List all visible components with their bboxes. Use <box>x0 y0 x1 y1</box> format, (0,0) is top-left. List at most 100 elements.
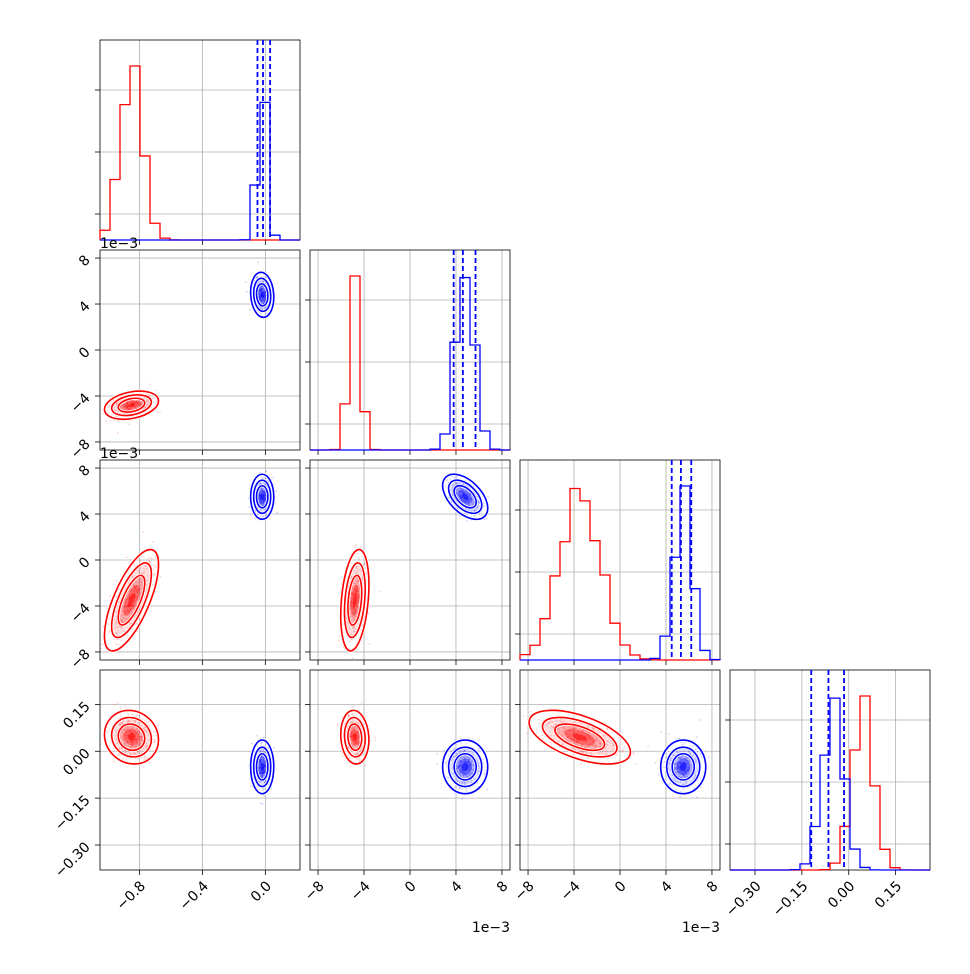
scatter-point <box>152 741 155 744</box>
scatter-point <box>436 752 439 755</box>
scatter-point <box>260 300 263 303</box>
scatter-point <box>124 617 126 620</box>
contour-line <box>103 390 160 421</box>
scatter-point <box>126 406 129 408</box>
scatter-point <box>130 401 132 404</box>
panel-2-2 <box>515 459 721 665</box>
scatter-point <box>486 788 488 791</box>
scatter-point <box>117 630 120 632</box>
scatter-point <box>128 595 131 598</box>
scatter-point <box>124 620 127 622</box>
x-offset-label: 1e−3 <box>472 920 510 936</box>
scatter-point <box>120 407 123 410</box>
scatter-point <box>146 579 149 582</box>
scatter-point <box>355 544 357 546</box>
scatter-point <box>352 705 355 708</box>
scatter-point <box>126 408 129 411</box>
scatter-point <box>116 632 118 634</box>
scatter-point <box>135 603 137 606</box>
scatter-point <box>262 280 265 283</box>
scatter-point <box>132 604 135 606</box>
scatter-point <box>136 595 139 598</box>
scatter-point <box>117 643 120 646</box>
scatter-point <box>348 640 351 643</box>
scatter-point <box>133 590 135 593</box>
scatter-point <box>262 287 265 289</box>
scatter-point <box>139 716 142 718</box>
scatter-point <box>127 598 130 601</box>
scatter-point <box>263 297 266 300</box>
scatter-point <box>133 401 136 404</box>
scatter-point <box>249 309 251 312</box>
x-tick-label: 0 <box>612 878 630 896</box>
scatter-point <box>147 574 149 577</box>
scatter-point <box>134 601 136 604</box>
scatter-point <box>263 295 266 297</box>
scatter-point <box>133 584 135 586</box>
scatter-point <box>122 406 125 409</box>
scatter-point <box>121 404 124 407</box>
scatter-point <box>667 733 670 736</box>
scatter-point <box>134 586 137 588</box>
scatter-point <box>145 588 148 590</box>
scatter-point <box>154 389 157 392</box>
scatter-point <box>136 402 139 405</box>
scatter-point <box>139 401 142 404</box>
scatter-point <box>259 296 261 299</box>
scatter-point <box>124 406 127 409</box>
panel-frame <box>99 249 301 451</box>
scatter-point <box>148 761 150 764</box>
x-tick-label: 0.00 <box>825 878 858 911</box>
contour-line <box>252 277 272 313</box>
scatter-point <box>108 405 111 407</box>
scatter-point <box>260 300 263 302</box>
scatter-point <box>149 556 152 559</box>
scatter-point <box>127 409 129 411</box>
scatter-point <box>115 403 118 405</box>
scatter-point <box>123 606 126 608</box>
scatter-point <box>125 407 128 410</box>
scatter-point <box>125 405 128 408</box>
scatter-point <box>262 302 264 305</box>
scatter-point <box>109 595 112 598</box>
scatter-point <box>261 286 264 289</box>
scatter-point <box>259 289 261 292</box>
scatter-point <box>154 566 157 569</box>
scatter-point <box>114 624 117 626</box>
scatter-point <box>256 735 258 737</box>
scatter-point <box>124 705 127 708</box>
scatter-point <box>129 592 131 595</box>
scatter-point <box>123 404 126 406</box>
scatter-point <box>124 600 127 603</box>
scatter-point <box>124 612 126 615</box>
panel-frame <box>99 459 301 661</box>
scatter-point <box>541 734 543 737</box>
y-offset-label: 1e−3 <box>100 236 138 252</box>
scatter-point <box>136 591 139 594</box>
scatter-point <box>447 754 450 757</box>
scatter-point <box>356 552 359 555</box>
scatter-point <box>117 420 120 423</box>
scatter-point <box>128 596 131 599</box>
panel-3-1 <box>305 669 511 875</box>
scatter-point <box>660 731 663 733</box>
y-tick-label: 0 <box>76 554 94 572</box>
scatter-point <box>349 765 352 768</box>
y-tick-label: −4 <box>68 390 94 416</box>
contour-line <box>110 394 153 417</box>
scatter-point <box>487 496 489 498</box>
scatter-point <box>152 730 155 733</box>
scatter-point <box>676 737 679 740</box>
scatter-point <box>122 617 124 619</box>
scatter-point <box>139 404 142 407</box>
scatter-point <box>262 789 264 791</box>
scatter-point <box>619 750 621 753</box>
scatter-point <box>138 588 141 591</box>
scatter-point <box>364 764 367 767</box>
scatter-point <box>264 312 267 315</box>
scatter-point <box>259 296 262 299</box>
scatter-point <box>121 406 123 409</box>
scatter-point <box>549 741 552 744</box>
scatter-point <box>137 404 140 407</box>
scatter-point <box>444 761 447 764</box>
